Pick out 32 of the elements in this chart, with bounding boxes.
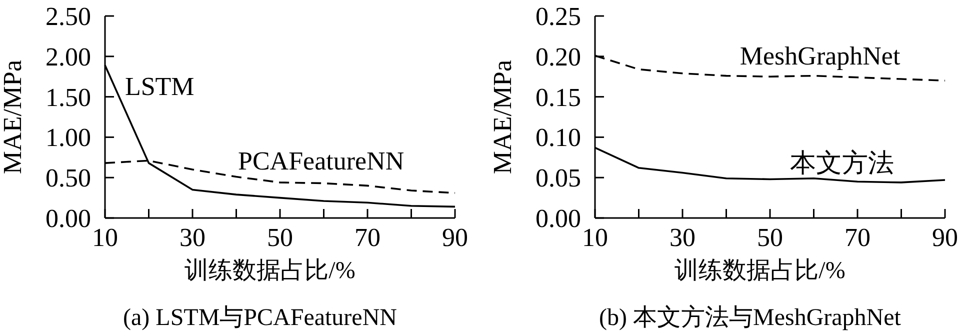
y-tick-label: 1.50 (46, 82, 91, 112)
series-label: 本文方法 (790, 148, 894, 178)
text: (a) LSTM与PCAFeatureNN (123, 305, 397, 331)
y-tick-label: 0.25 (536, 2, 581, 31)
x-tick-label: 30 (670, 223, 696, 252)
y-tick-label: 0.00 (536, 204, 581, 233)
x-tick-label: 10 (92, 223, 118, 252)
y-tick-label: 2.00 (46, 42, 91, 72)
x-tick-label: 90 (442, 223, 468, 252)
y-tick-label: 1.00 (46, 123, 91, 152)
x-axis-title: 训练数据占比/% (184, 258, 356, 284)
x-tick-label: 70 (844, 223, 870, 252)
y-axis-title: MAE/MPa (488, 59, 517, 174)
text: (b) 本文方法与MeshGraphNet (599, 304, 902, 331)
y-tick-label: 2.50 (46, 2, 91, 31)
y-tick-label: 0.05 (536, 164, 581, 193)
y-tick-label: 0.15 (536, 82, 581, 112)
x-tick-label: 10 (582, 223, 608, 252)
series-label: MeshGraphNet (740, 41, 901, 70)
x-axis-title: 训练数据占比/% (674, 258, 846, 284)
x-tick-label: 90 (932, 223, 958, 252)
x-tick-label: 70 (354, 223, 380, 252)
y-tick-label: 0.20 (536, 42, 581, 72)
x-tick-label: 30 (180, 223, 206, 252)
y-tick-label: 0.00 (46, 204, 91, 233)
x-tick-label: 50 (757, 223, 783, 252)
y-axis-title: MAE/MPa (0, 59, 27, 174)
y-tick-label: 0.10 (536, 123, 581, 152)
x-tick-label: 50 (267, 223, 293, 252)
y-tick-label: 0.50 (46, 164, 91, 193)
series-label: PCAFeatureNN (238, 146, 404, 176)
series-label: LSTM (124, 72, 194, 101)
